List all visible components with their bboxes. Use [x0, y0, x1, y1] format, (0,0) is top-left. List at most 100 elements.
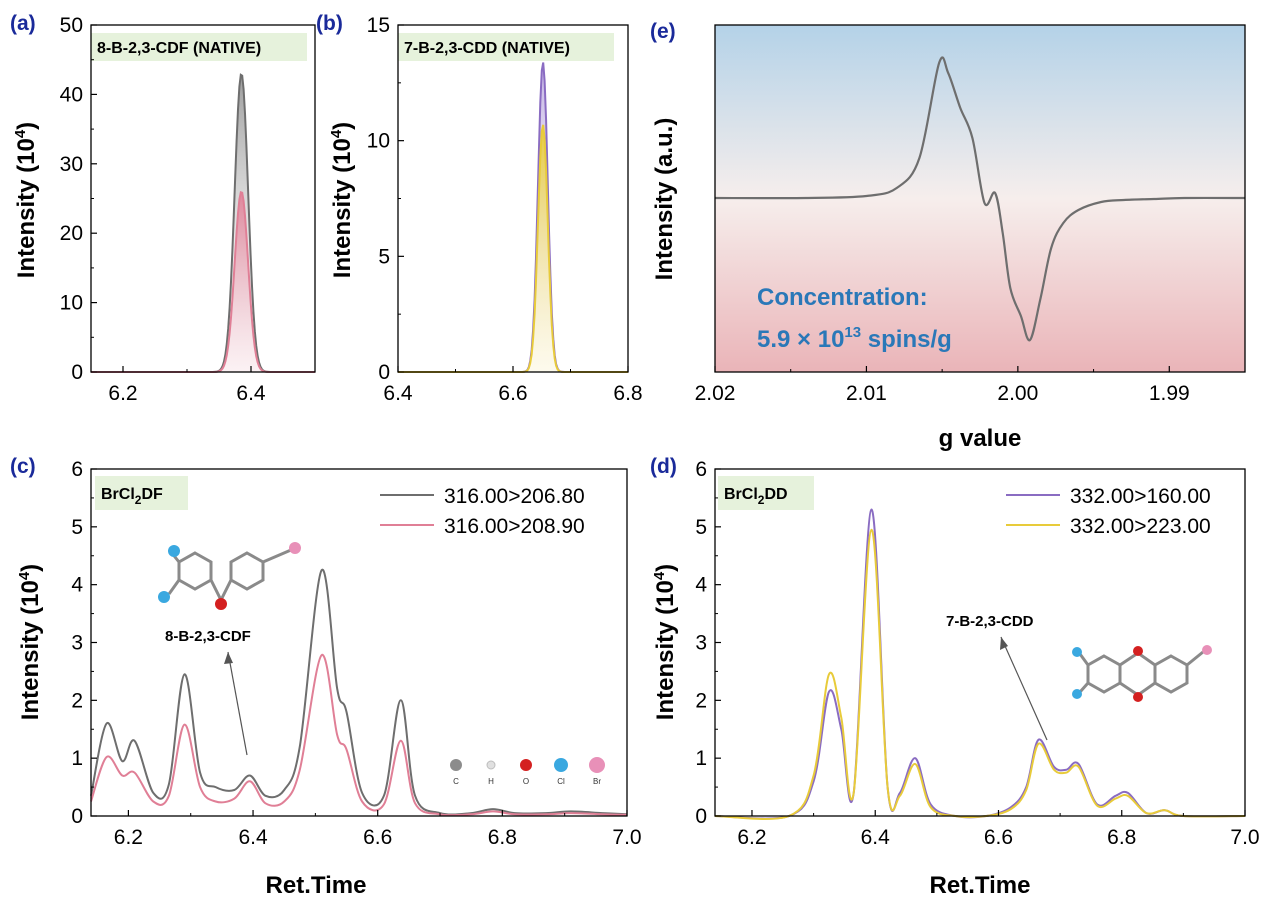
- plot-area-a: 6.2 6.4 0 10 20 30 40 50: [60, 14, 316, 405]
- ytick-label-c-6: 6: [71, 458, 83, 481]
- key-H: [486, 760, 496, 770]
- label-box-c: [95, 476, 188, 510]
- ytick-label-a-3: 30: [60, 153, 83, 176]
- series-line-d-1: [714, 528, 1246, 820]
- panel-letter-c: (c): [10, 455, 36, 478]
- panel-b: (b) 7-B-2,3-CDD (NATIVE) 6.4 6.6 6.8 0 5 10 15…: [316, 12, 643, 405]
- ylabel-c: Intensity (104): [16, 564, 44, 720]
- xtick-label-d-2: 6.6: [984, 826, 1013, 849]
- box-label-c: BrCl2DF: [101, 486, 163, 507]
- annotation-arrow-c: [227, 651, 248, 756]
- concentration-exponent: 13: [844, 324, 861, 341]
- atom-cl-2: [158, 591, 170, 603]
- peak-fill-b-0: [398, 62, 628, 372]
- peak-fill-a-0: [91, 74, 315, 373]
- xtick-label-a-1: 6.4: [236, 382, 266, 405]
- annotation-arrowhead-d: [1000, 637, 1008, 650]
- molecule-dibenzofuran: [167, 548, 292, 604]
- legend-label-c-2: 316.00>208.90: [444, 515, 585, 538]
- ytick-label-c-3: 3: [71, 632, 83, 655]
- plot-area-d: 6.2 6.4 6.6 6.8 7.0 0 1 2 3 4 5 6: [695, 458, 1259, 849]
- label-box-a: [91, 33, 307, 61]
- xtick-label-e-1: 2.01: [846, 382, 887, 405]
- label-box-b: [398, 33, 614, 61]
- panel-e: (e) 2.02 2.01 2.00 1.99 g value Intensity (…: [650, 20, 1246, 452]
- legend-label-d-1: 332.00>160.00: [1070, 485, 1211, 508]
- ytick-label-d-6: 6: [695, 458, 707, 481]
- series-line-c-0: [90, 569, 628, 816]
- xtick-label-c-2: 6.6: [363, 826, 392, 849]
- ytick-label-a-2: 20: [60, 222, 83, 245]
- xlabel-c: Ret.Time: [266, 872, 367, 899]
- panel-c: (c) BrCl2DF 6.2 6.4 6.6 6.8 7.0 0 1 2 3 4 5 6 Ret.T…: [10, 455, 642, 899]
- box-label-a: 8-B-2,3-CDF (NATIVE): [97, 40, 261, 57]
- axes-frame-e: [714, 24, 1246, 373]
- ytick-label-c-1: 1: [71, 747, 83, 770]
- ytick-label-d-5: 5: [695, 516, 707, 539]
- ylabel-d: Intensity (104): [651, 564, 679, 720]
- atom-o-1-d: [1133, 646, 1143, 656]
- atom-key: C H O Cl Br: [450, 757, 605, 786]
- series-line-d-0: [714, 508, 1246, 820]
- xtick-label-b-0: 6.4: [383, 382, 413, 405]
- peak-line-b-0: [398, 62, 628, 373]
- key-label-H: H: [488, 777, 494, 786]
- panel-letter-d: (d): [650, 455, 677, 478]
- xtick-label-b-1: 6.6: [498, 382, 527, 405]
- ylabel-b: Intensity (104): [328, 122, 356, 278]
- axes-frame-a: [90, 24, 316, 373]
- key-C: [450, 759, 462, 771]
- ytick-label-c-5: 5: [71, 516, 83, 539]
- ytick-label-b-0: 0: [378, 361, 390, 384]
- peak-fill-a-1: [91, 192, 315, 372]
- peak-line-a-1: [91, 190, 315, 373]
- key-Cl: [554, 758, 568, 772]
- axes-frame-b: [397, 24, 629, 373]
- esr-spectrum-line: [714, 56, 1246, 342]
- panel-letter-b: (b): [316, 12, 343, 35]
- annotation-c: 8-B-2,3-CDF: [165, 628, 251, 645]
- ytick-label-b-1: 5: [378, 245, 390, 268]
- annotation-arrowhead-c: [224, 652, 233, 664]
- ytick-label-a-0: 0: [71, 361, 83, 384]
- key-label-O: O: [523, 777, 529, 786]
- ytick-label-c-4: 4: [71, 574, 83, 597]
- xtick-label-d-0: 6.2: [737, 826, 766, 849]
- ytick-label-d-4: 4: [695, 574, 707, 597]
- plot-area-e: 2.02 2.01 2.00 1.99: [695, 24, 1246, 405]
- key-O: [520, 759, 532, 771]
- xtick-label-c-0: 6.2: [114, 826, 143, 849]
- xtick-label-a-0: 6.2: [108, 382, 137, 405]
- xtick-label-e-3: 1.99: [1149, 382, 1190, 405]
- ytick-label-b-3: 15: [367, 14, 390, 37]
- peak-line-b-1: [398, 124, 628, 373]
- label-box-d: [718, 476, 814, 510]
- concentration-base: 5.9 × 10: [757, 326, 844, 353]
- ytick-label-d-2: 2: [695, 689, 707, 712]
- ytick-label-b-2: 10: [367, 130, 390, 153]
- annotation-d: 7-B-2,3-CDD: [946, 613, 1034, 630]
- panel-letter-a: (a): [10, 12, 36, 35]
- peak-line-a-0: [91, 73, 315, 373]
- atom-br-d: [1202, 645, 1212, 655]
- molecule-dibenzodioxin: [1078, 650, 1204, 697]
- ylabel-a: Intensity (104): [12, 122, 40, 278]
- legend-label-c-1: 316.00>206.80: [444, 485, 585, 508]
- concentration-value: 5.9 × 1013 spins/g: [757, 324, 952, 353]
- peak-fill-b-1: [398, 124, 628, 373]
- ytick-label-c-2: 2: [71, 689, 83, 712]
- key-label-Cl: Cl: [557, 777, 565, 786]
- xlabel-e: g value: [939, 425, 1022, 452]
- xtick-label-c-1: 6.4: [238, 826, 268, 849]
- ytick-label-d-1: 1: [695, 747, 707, 770]
- legend-label-d-2: 332.00>223.00: [1070, 515, 1211, 538]
- plot-area-b: 6.4 6.6 6.8 0 5 10 15: [367, 14, 643, 405]
- concentration-unit: spins/g: [861, 326, 952, 353]
- atom-o: [215, 598, 227, 610]
- xtick-label-e-0: 2.02: [695, 382, 736, 405]
- ylabel-e: Intensity (a.u.): [651, 118, 678, 281]
- ytick-label-a-5: 50: [60, 14, 83, 37]
- xtick-label-c-3: 6.8: [488, 826, 517, 849]
- key-Br: [589, 757, 605, 773]
